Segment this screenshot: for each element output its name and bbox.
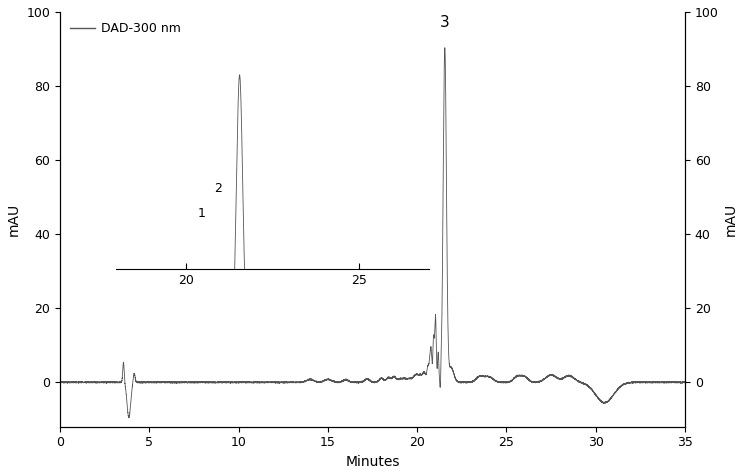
Text: 3: 3: [440, 15, 450, 30]
Y-axis label: mAU: mAU: [724, 203, 738, 236]
Y-axis label: mAU: mAU: [7, 203, 21, 236]
X-axis label: Minutes: Minutes: [345, 455, 400, 469]
Legend: DAD-300 nm: DAD-300 nm: [66, 18, 185, 39]
